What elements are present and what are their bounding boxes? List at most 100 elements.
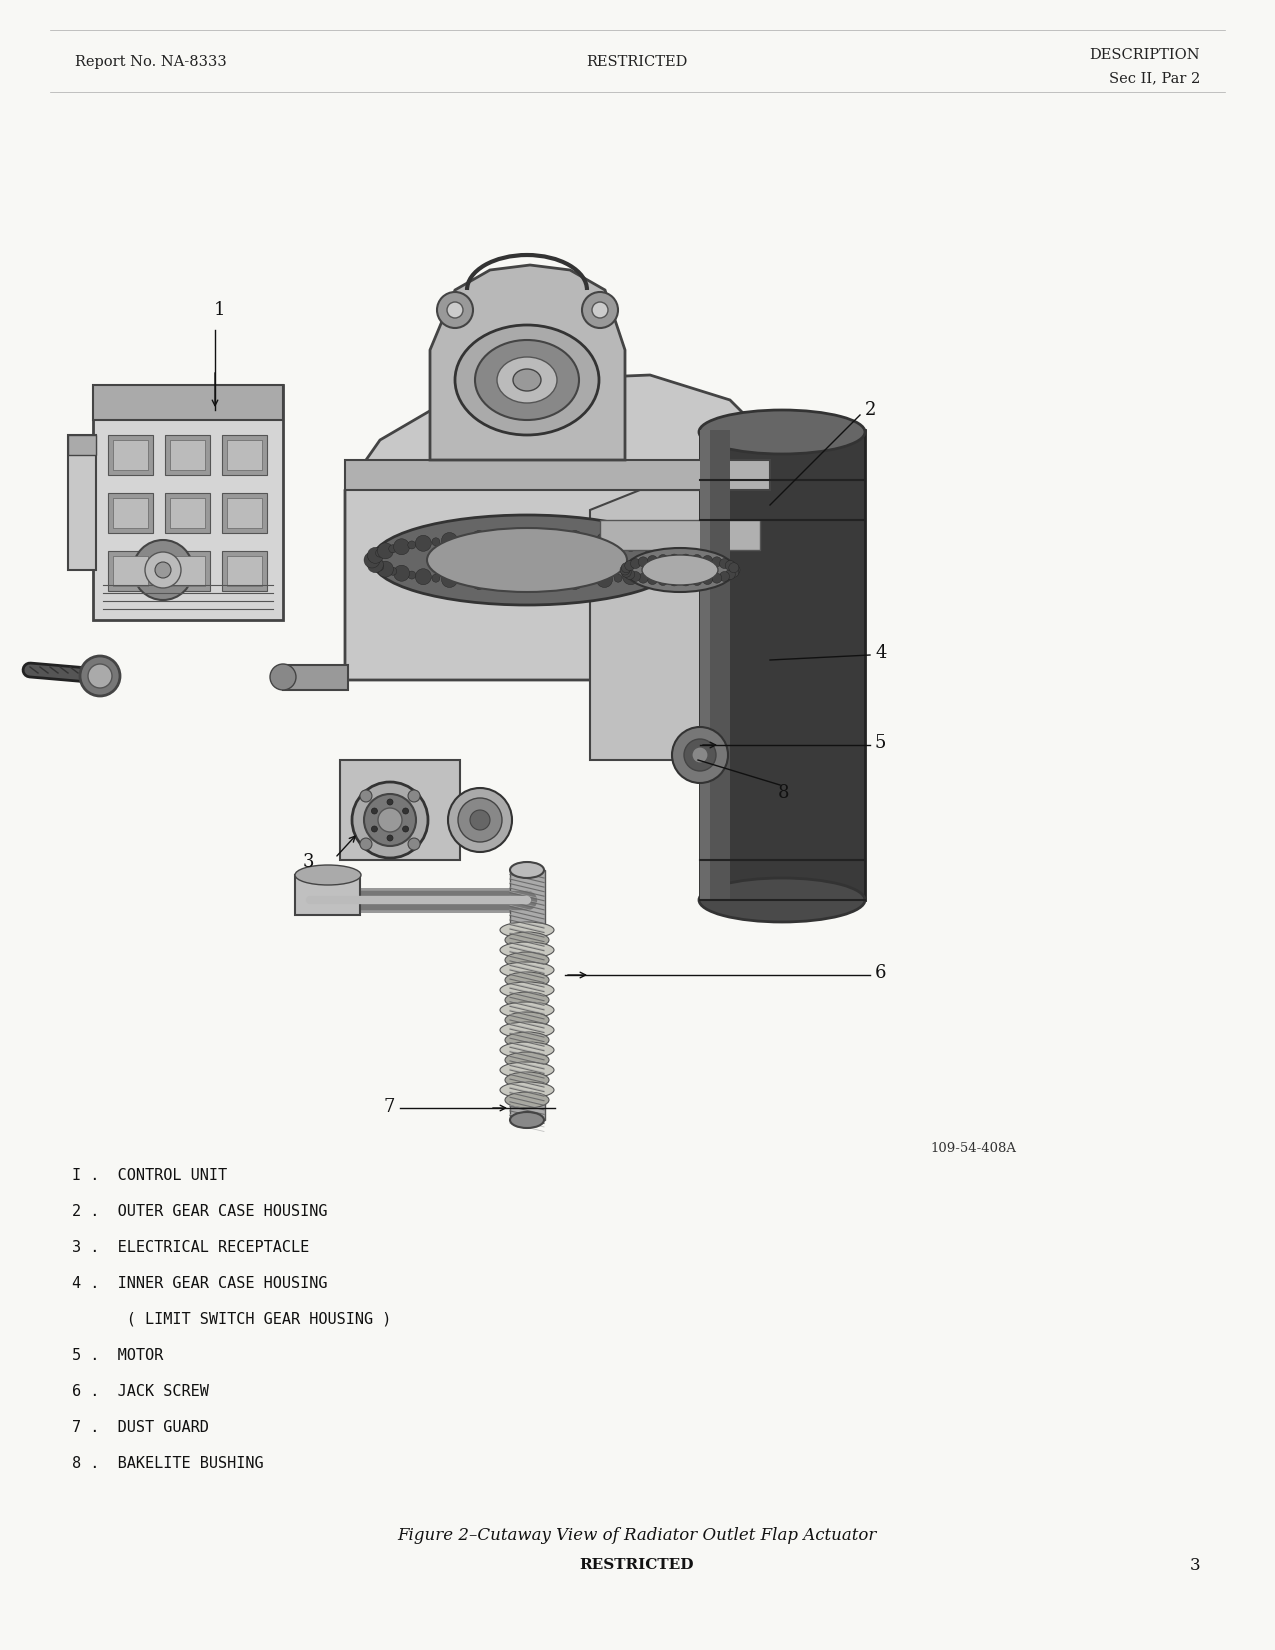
Circle shape	[432, 574, 440, 582]
Circle shape	[660, 543, 677, 559]
Bar	[113, 498, 148, 528]
Circle shape	[703, 574, 713, 584]
Bar	[68, 436, 96, 569]
Circle shape	[388, 799, 393, 805]
Circle shape	[403, 808, 408, 813]
Circle shape	[692, 576, 703, 586]
Circle shape	[644, 540, 660, 554]
Circle shape	[639, 556, 648, 568]
Circle shape	[622, 535, 639, 551]
Circle shape	[631, 559, 640, 569]
Text: RESTRICTED: RESTRICTED	[580, 1558, 695, 1572]
Circle shape	[671, 548, 687, 563]
Circle shape	[437, 292, 473, 328]
Bar	[222, 436, 266, 475]
Text: DESCRIPTION: DESCRIPTION	[1089, 48, 1200, 63]
Circle shape	[367, 548, 384, 563]
Ellipse shape	[699, 409, 864, 454]
Text: 6 .  JACK SCREW: 6 . JACK SCREW	[71, 1383, 209, 1399]
Bar	[700, 431, 731, 899]
Polygon shape	[590, 490, 770, 761]
Circle shape	[536, 574, 551, 591]
Bar	[164, 551, 210, 591]
Circle shape	[729, 568, 738, 577]
Circle shape	[615, 538, 622, 546]
Circle shape	[567, 531, 583, 546]
Bar	[222, 551, 266, 591]
Circle shape	[719, 559, 729, 569]
Circle shape	[660, 561, 677, 577]
Circle shape	[441, 571, 458, 587]
Circle shape	[441, 533, 458, 548]
Text: 5 .  MOTOR: 5 . MOTOR	[71, 1348, 163, 1363]
Circle shape	[669, 576, 680, 586]
Ellipse shape	[500, 1082, 555, 1097]
Bar	[164, 436, 210, 475]
Circle shape	[502, 574, 519, 591]
Text: Sec II, Par 2: Sec II, Par 2	[1109, 71, 1200, 86]
Ellipse shape	[510, 1112, 544, 1129]
Text: 2 .  OUTER GEAR CASE HOUSING: 2 . OUTER GEAR CASE HOUSING	[71, 1203, 328, 1218]
Circle shape	[555, 535, 564, 541]
Circle shape	[621, 568, 631, 577]
Circle shape	[367, 556, 384, 573]
Bar	[170, 441, 205, 470]
Bar	[340, 761, 460, 860]
Ellipse shape	[500, 962, 555, 978]
Text: 8: 8	[778, 784, 789, 802]
Ellipse shape	[505, 952, 550, 969]
Circle shape	[725, 569, 736, 579]
Circle shape	[592, 302, 608, 318]
Circle shape	[432, 538, 440, 546]
Circle shape	[394, 566, 409, 581]
Ellipse shape	[500, 982, 555, 998]
Circle shape	[672, 728, 728, 784]
Ellipse shape	[500, 942, 555, 959]
Ellipse shape	[497, 356, 557, 403]
Circle shape	[408, 571, 416, 579]
Bar	[700, 431, 864, 899]
Circle shape	[408, 790, 419, 802]
Circle shape	[133, 540, 193, 601]
Bar	[108, 551, 153, 591]
Bar	[227, 441, 261, 470]
Text: 1: 1	[214, 300, 226, 318]
Circle shape	[368, 554, 377, 561]
Ellipse shape	[80, 657, 120, 696]
Bar	[108, 436, 153, 475]
Text: 6: 6	[875, 964, 886, 982]
Ellipse shape	[505, 992, 550, 1008]
Circle shape	[156, 563, 171, 578]
Circle shape	[639, 571, 646, 579]
Circle shape	[597, 571, 612, 587]
Circle shape	[711, 573, 722, 582]
Circle shape	[388, 835, 393, 842]
Ellipse shape	[505, 1031, 550, 1048]
Ellipse shape	[500, 1021, 555, 1038]
Circle shape	[470, 810, 490, 830]
Bar	[170, 498, 205, 528]
Circle shape	[731, 564, 739, 574]
Ellipse shape	[270, 663, 296, 690]
Bar	[108, 493, 153, 533]
Circle shape	[408, 541, 416, 549]
Circle shape	[681, 554, 691, 564]
Text: I .  CONTROL UNIT: I . CONTROL UNIT	[71, 1168, 227, 1183]
Text: ( LIMIT SWITCH GEAR HOUSING ): ( LIMIT SWITCH GEAR HOUSING )	[71, 1312, 391, 1327]
Bar	[295, 874, 360, 916]
Circle shape	[586, 536, 594, 543]
Polygon shape	[430, 266, 625, 460]
Text: 4: 4	[875, 644, 886, 662]
Circle shape	[703, 556, 713, 566]
Circle shape	[692, 747, 708, 762]
Circle shape	[377, 808, 402, 832]
Circle shape	[460, 536, 468, 543]
Bar	[700, 431, 710, 899]
Polygon shape	[346, 375, 770, 680]
Circle shape	[658, 576, 668, 586]
Bar	[227, 556, 261, 586]
Circle shape	[674, 553, 690, 568]
Ellipse shape	[372, 515, 682, 606]
Ellipse shape	[505, 1011, 550, 1028]
Text: 3: 3	[302, 853, 314, 871]
